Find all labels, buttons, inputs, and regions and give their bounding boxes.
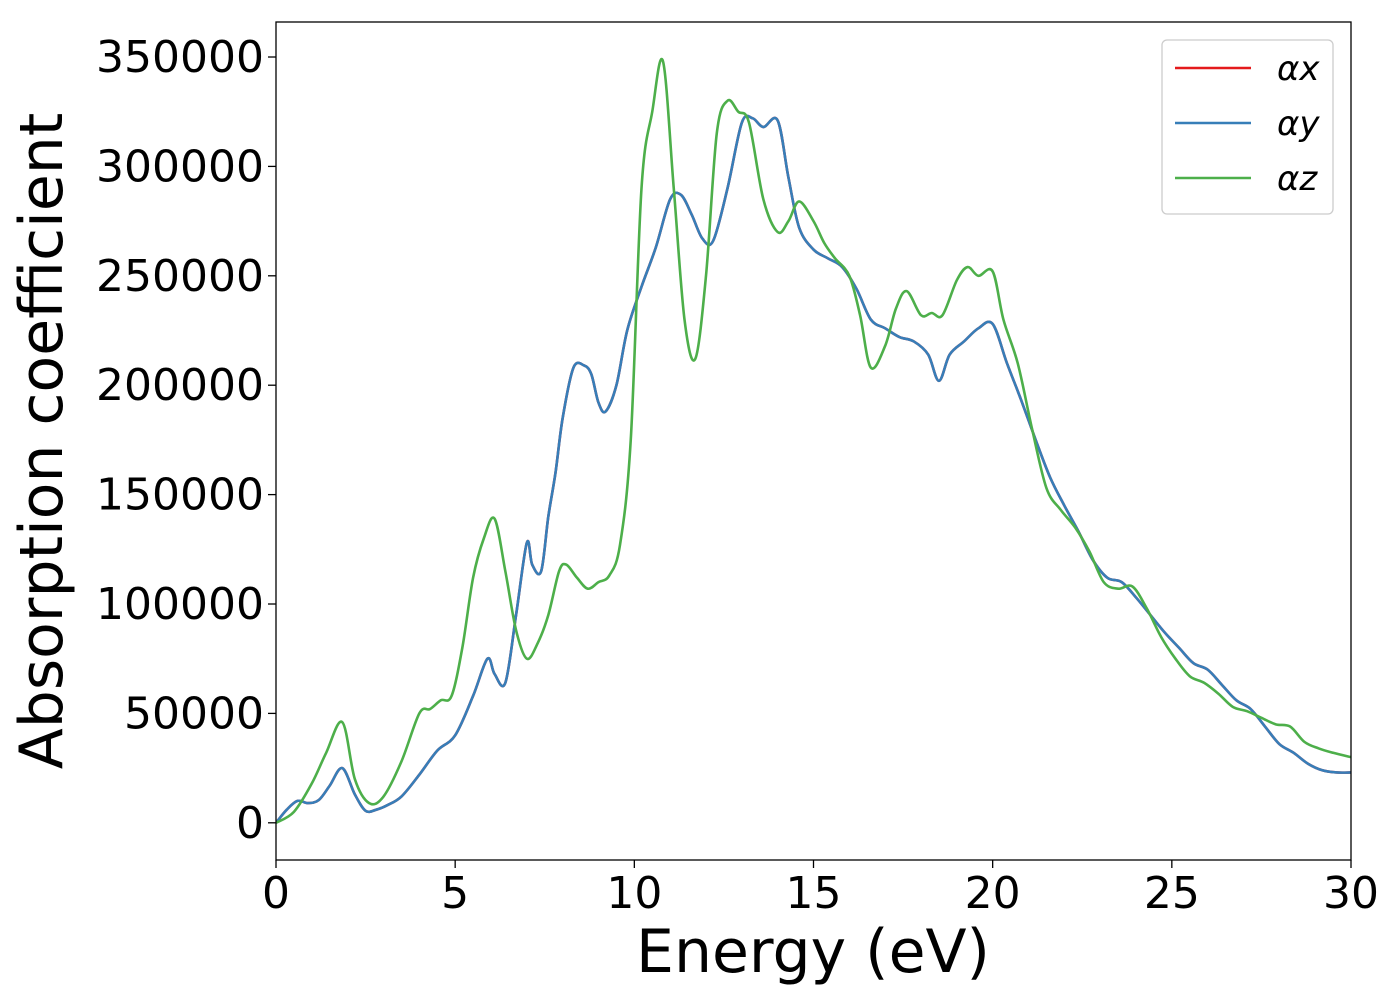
x-tick-label: 5 [441, 868, 469, 919]
y-tick-label: 200000 [96, 360, 264, 411]
legend-label-3: αz [1277, 159, 1318, 199]
y-tick-label: 300000 [96, 141, 264, 192]
x-tick-label: 30 [1323, 868, 1379, 919]
y-axis: 0 50000 100000 150000 200000 250000 300000 3500… [96, 32, 276, 849]
legend: αx αy αz [1161, 39, 1334, 215]
x-tick-label: 15 [786, 868, 842, 919]
x-tick-label: 0 [262, 868, 290, 919]
y-tick-label: 0 [236, 798, 264, 849]
y-tick-label: 250000 [96, 251, 264, 302]
legend-label-2: αy [1277, 104, 1320, 144]
y-tick-label: 350000 [96, 32, 264, 83]
y-tick-label: 50000 [124, 688, 264, 739]
x-axis-label: Energy (eV) [636, 917, 990, 987]
x-axis: 0 5 10 15 20 25 30 [262, 860, 1379, 919]
y-tick-label: 150000 [96, 470, 264, 521]
series-line-3 [276, 57, 1351, 824]
y-axis-label: Absorption coefficient [7, 113, 77, 770]
x-tick-label: 25 [1144, 868, 1200, 919]
legend-box [1161, 39, 1334, 215]
x-tick-label: 20 [965, 868, 1021, 919]
series-group [276, 57, 1351, 824]
x-tick-label: 10 [606, 868, 662, 919]
y-tick-label: 100000 [96, 579, 264, 630]
legend-label-1: αx [1277, 49, 1320, 89]
